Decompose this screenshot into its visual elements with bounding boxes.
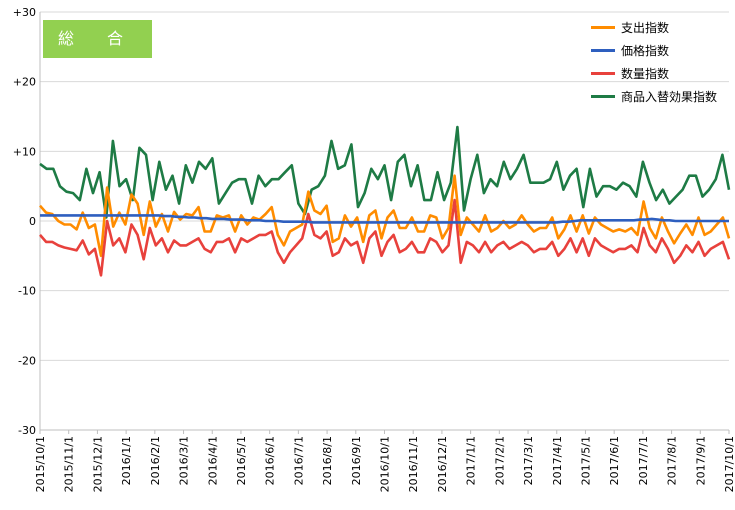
x-tick-label: 2015/10/1 xyxy=(34,436,47,492)
legend-label: 商品入替効果指数 xyxy=(621,90,718,104)
x-tick-label: 2016/2/1 xyxy=(149,436,162,485)
x-tick-label: 2016/12/1 xyxy=(436,436,449,492)
x-tick-label: 2015/12/1 xyxy=(91,436,104,492)
y-tick-label: -30 xyxy=(18,424,36,437)
y-tick-label: +10 xyxy=(13,145,36,158)
x-tick-label: 2017/1/1 xyxy=(465,436,478,485)
x-tick-label: 2017/5/1 xyxy=(579,436,592,485)
x-tick-label: 2016/9/1 xyxy=(350,436,363,485)
legend-item: 価格指数 xyxy=(591,39,717,62)
x-tick-label: 2016/10/1 xyxy=(379,436,392,492)
y-tick-label: +20 xyxy=(13,76,36,89)
legend-item: 数量指数 xyxy=(591,62,717,85)
category-badge: 総 合 xyxy=(43,20,152,58)
x-tick-label: 2016/11/1 xyxy=(407,436,420,492)
legend-item: 支出指数 xyxy=(591,16,717,39)
series-line xyxy=(39,198,731,277)
legend-label: 数量指数 xyxy=(621,67,670,81)
series-line xyxy=(39,174,731,258)
x-tick-label: 2016/3/1 xyxy=(178,436,191,485)
x-tick-label: 2017/2/1 xyxy=(493,436,506,485)
x-tick-label: 2016/7/1 xyxy=(292,436,305,485)
x-tick-label: 2016/5/1 xyxy=(235,436,248,485)
x-tick-label: 2016/4/1 xyxy=(206,436,219,485)
legend-item: 商品入替効果指数 xyxy=(591,85,717,108)
series-lines xyxy=(39,125,731,277)
y-tick-label: +30 xyxy=(13,6,36,19)
x-axis-ticks: 2015/10/1 2015/11/1 2015/12/1 2016/1/1 2016/… xyxy=(34,430,735,492)
series-line xyxy=(39,125,731,219)
legend: 支出指数 価格指数 数量指数 商品入替効果指数 xyxy=(591,16,717,108)
legend-swatch xyxy=(591,49,615,52)
x-tick-label: 2016/6/1 xyxy=(264,436,277,485)
y-axis-ticks: +30 +20 +10 0 -10 -20 -30 xyxy=(13,6,36,437)
x-tick-label: 2017/8/1 xyxy=(666,436,679,485)
x-tick-label: 2017/10/1 xyxy=(723,436,735,492)
y-tick-label: -10 xyxy=(18,285,36,298)
x-tick-label: 2016/1/1 xyxy=(120,436,133,485)
x-tick-label: 2017/6/1 xyxy=(608,436,621,485)
legend-swatch xyxy=(591,26,615,29)
legend-label: 価格指数 xyxy=(621,44,670,58)
x-tick-label: 2017/4/1 xyxy=(551,436,564,485)
series-line xyxy=(40,214,729,224)
y-tick-label: -20 xyxy=(18,354,36,367)
x-tick-label: 2015/11/1 xyxy=(63,436,76,492)
legend-label: 支出指数 xyxy=(621,21,670,35)
x-tick-label: 2017/7/1 xyxy=(637,436,650,485)
x-tick-label: 2017/9/1 xyxy=(694,436,707,485)
legend-swatch xyxy=(591,95,615,98)
x-tick-label: 2016/8/1 xyxy=(321,436,334,485)
y-tick-label: 0 xyxy=(29,215,36,228)
legend-swatch xyxy=(591,72,615,75)
x-tick-label: 2017/3/1 xyxy=(522,436,535,485)
